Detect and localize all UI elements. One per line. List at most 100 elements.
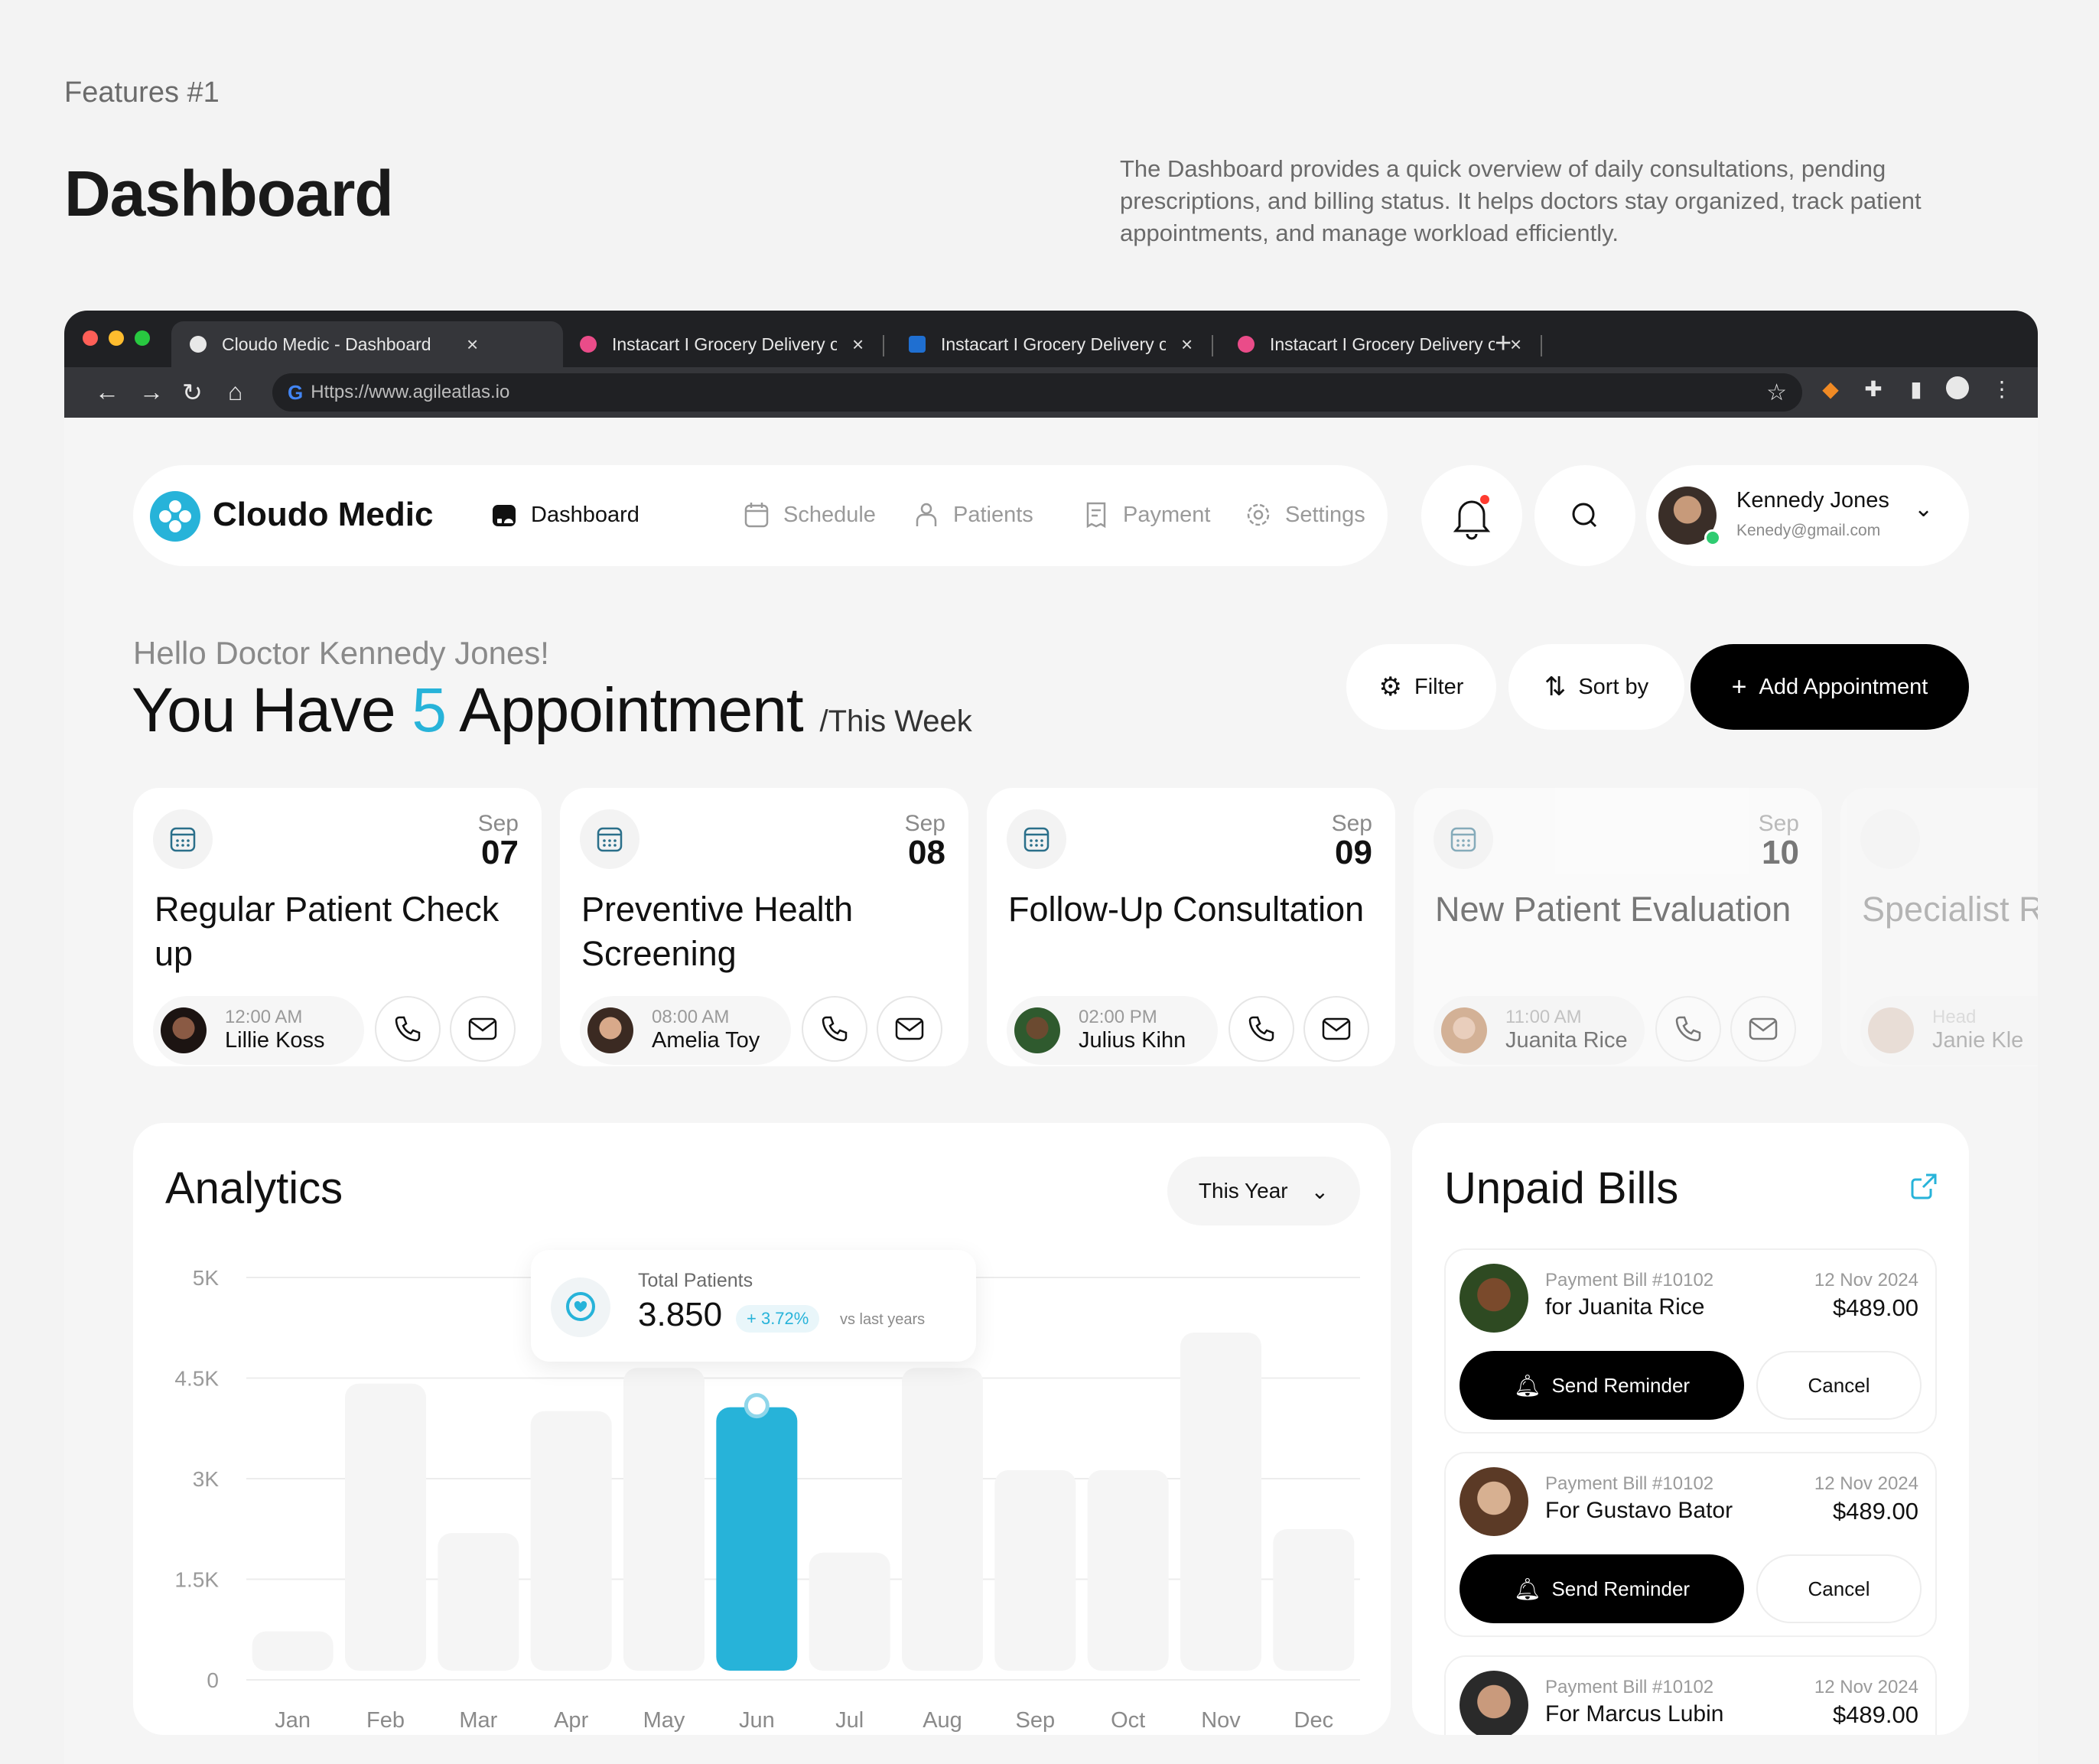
close-window-button[interactable] <box>83 330 98 346</box>
x-tick-label: Oct <box>1111 1708 1145 1733</box>
avatar <box>1460 1264 1528 1333</box>
send-reminder-button[interactable]: 🔔︎ Send Reminder <box>1460 1351 1744 1420</box>
mail-icon <box>1322 1017 1351 1040</box>
reload-icon[interactable]: ↻ <box>182 379 203 406</box>
chart-bar <box>438 1533 519 1671</box>
minimize-window-button[interactable] <box>109 330 124 346</box>
profile-menu[interactable]: Kennedy Jones Kenedy@gmail.com ⌄ <box>1646 465 1969 566</box>
appointment-card[interactable]: Sep 09 Follow-Up Consultation 02:00 PM J… <box>987 788 1395 1066</box>
nav-item-dashboard[interactable]: Dashboard <box>490 500 639 529</box>
appointment-card[interactable]: Specialist Referral Vis Head Janie Kle <box>1840 788 2038 1066</box>
add-appointment-button[interactable]: + Add Appointment <box>1691 644 1969 730</box>
cancel-label: Cancel <box>1808 1577 1870 1600</box>
bill-number: Payment Bill #10102 <box>1545 1270 1714 1290</box>
appointment-title: Preventive Health Screening <box>581 890 854 973</box>
dribbble-favicon-icon <box>1238 336 1255 353</box>
calendar-icon <box>744 503 769 528</box>
metamask-extension-icon[interactable]: ◆ <box>1822 377 1839 401</box>
tab-title: Cloudo Medic - Dashboard <box>222 334 431 354</box>
appointment-card[interactable]: Sep 10 New Patient Evaluation 11:00 AM J… <box>1414 788 1822 1066</box>
browser-tab[interactable]: Instacart I Grocery Delivery or × <box>890 321 1212 367</box>
appointment-month: Sep <box>904 811 945 836</box>
chart-bar <box>809 1552 890 1671</box>
close-tab-icon[interactable]: × <box>467 332 479 356</box>
send-reminder-button[interactable]: 🔔︎ Send Reminder <box>1460 1554 1744 1623</box>
appointment-title: Specialist Referral Vis <box>1862 890 2038 929</box>
call-button[interactable] <box>802 996 867 1062</box>
bookmark-star-icon[interactable]: ☆ <box>1766 379 1787 405</box>
new-tab-button[interactable]: + <box>1495 327 1512 360</box>
home-icon[interactable]: ⌂ <box>228 378 243 405</box>
call-button[interactable] <box>1655 996 1721 1062</box>
browser-tab[interactable]: Instacart I Grocery Delivery or × <box>561 321 883 367</box>
close-tab-icon[interactable]: × <box>852 332 864 356</box>
tab-title: Instacart I Grocery Delivery or <box>612 334 837 354</box>
page-title: Dashboard <box>64 158 394 229</box>
bell-icon <box>1453 495 1491 540</box>
period-value: This Year <box>1198 1179 1288 1203</box>
url-field[interactable]: G Https://www.agileatlas.io ☆ <box>272 373 1802 412</box>
nav-item-patients[interactable]: Patients <box>912 500 1033 529</box>
dashboard-icon <box>493 505 516 526</box>
close-tab-icon[interactable]: × <box>1510 332 1522 356</box>
chevron-down-icon: ⌄ <box>1914 496 1934 522</box>
send-reminder-label: Send Reminder <box>1551 1577 1691 1600</box>
sort-button[interactable]: ⇅ Sort by <box>1508 644 1684 730</box>
call-button[interactable] <box>375 996 441 1062</box>
notifications-button[interactable] <box>1421 465 1522 566</box>
calendar-icon <box>1860 809 1920 869</box>
email-button[interactable] <box>450 996 516 1062</box>
bill-amount: $489.00 <box>1832 1294 1918 1321</box>
extensions-puzzle-icon[interactable]: ✚ <box>1864 377 1883 401</box>
chart-bar <box>623 1368 705 1671</box>
forward-icon[interactable]: → <box>139 378 164 405</box>
period-dropdown[interactable]: This Year ⌄ <box>1167 1157 1360 1225</box>
open-external-icon[interactable] <box>1908 1170 1940 1206</box>
dribbble-favicon-icon <box>580 336 597 353</box>
y-tick-label: 1.5K <box>174 1568 219 1592</box>
y-tick-label: 4.5K <box>174 1367 219 1391</box>
mail-icon <box>468 1017 497 1040</box>
nav-item-schedule[interactable]: Schedule <box>742 500 876 529</box>
email-button[interactable] <box>877 996 942 1062</box>
appointment-card[interactable]: Sep 07 Regular Patient Check up 12:00 AM… <box>133 788 542 1066</box>
browser-profile-icon[interactable] <box>1946 376 1969 399</box>
back-icon[interactable]: ← <box>95 378 119 405</box>
maximize-window-button[interactable] <box>135 330 150 346</box>
bar-marker <box>744 1393 770 1419</box>
email-button[interactable] <box>1730 996 1796 1062</box>
y-tick-label: 3K <box>193 1467 220 1491</box>
filter-button[interactable]: ⚙ Filter <box>1346 644 1496 730</box>
browser-menu-icon[interactable]: ⋮ <box>1991 377 2013 401</box>
side-panel-icon[interactable]: ▮ <box>1910 377 1922 401</box>
cancel-button[interactable]: Cancel <box>1756 1351 1922 1420</box>
bell-icon: 🔔︎ <box>1513 1373 1541 1398</box>
nav-item-settings[interactable]: Settings <box>1244 500 1365 529</box>
chart-bar <box>902 1368 983 1671</box>
top-navigation: Cloudo Medic Dashboard Schedule Patients… <box>133 465 1388 566</box>
url-text: Https://www.agileatlas.io <box>311 382 510 402</box>
browser-tab-active[interactable]: Cloudo Medic - Dashboard × <box>171 321 563 367</box>
headline-word: Appointment <box>459 675 803 745</box>
chart-bar <box>1087 1469 1169 1671</box>
appointment-title: Regular Patient Check up <box>155 890 500 973</box>
bill-date: 12 Nov 2024 <box>1814 1677 1918 1697</box>
email-button[interactable] <box>1303 996 1369 1062</box>
tab-bar: Cloudo Medic - Dashboard × Instacart I G… <box>64 311 2038 367</box>
browser-tab[interactable]: Instacart I Grocery Delivery or × <box>1219 321 1541 367</box>
call-button[interactable] <box>1228 996 1294 1062</box>
appointment-time: 08:00 AM <box>652 1007 730 1027</box>
filter-label: Filter <box>1414 674 1464 699</box>
close-tab-icon[interactable]: × <box>1181 332 1193 356</box>
nav-label: Patients <box>953 502 1033 527</box>
appointment-day: 09 <box>1335 834 1372 871</box>
bill-patient: for Juanita Rice <box>1545 1294 1705 1320</box>
bill-patient: For Gustavo Bator <box>1545 1498 1733 1523</box>
cancel-button[interactable]: Cancel <box>1756 1554 1922 1623</box>
search-button[interactable] <box>1534 465 1635 566</box>
appointment-card[interactable]: Sep 08 Preventive Health Screening 08:00… <box>560 788 968 1066</box>
nav-item-payment[interactable]: Payment <box>1082 500 1210 529</box>
chart-bar <box>252 1631 334 1671</box>
tab-separator <box>1212 335 1213 356</box>
analytics-panel: Analytics This Year ⌄ 5K 4.5K 3K 1.5K 0 Jan Fe… <box>133 1123 1391 1735</box>
